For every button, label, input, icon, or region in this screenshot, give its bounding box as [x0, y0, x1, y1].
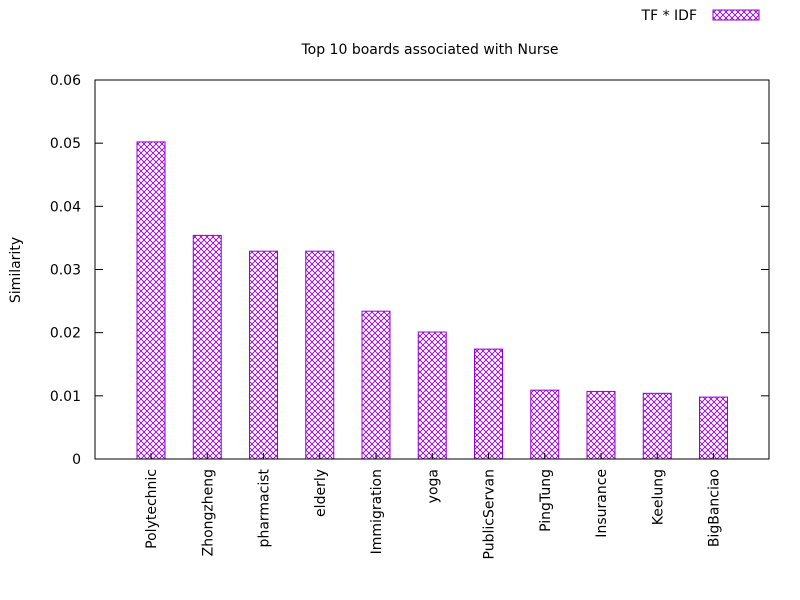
- y-tick-label: 0.06: [50, 73, 81, 89]
- x-tick-label: PingTung: [538, 469, 554, 532]
- x-tick-label: Zhongzheng: [200, 469, 216, 556]
- y-axis-label: Similarity: [8, 237, 24, 303]
- bar-pingtung: [530, 389, 560, 460]
- y-tick-label: 0.05: [50, 136, 81, 152]
- legend: TF * IDF: [641, 8, 760, 24]
- bar-polytechnic: [136, 141, 166, 460]
- x-axis-labels: Polytechnic Zhongzheng pharmacist elderly Im…: [144, 453, 723, 559]
- plot-frame: [94, 79, 770, 460]
- x-tick-label: Keelung: [650, 469, 666, 525]
- bar-keelung: [642, 392, 672, 460]
- y-tick-label: 0.02: [50, 326, 81, 342]
- bars: [136, 141, 728, 460]
- bar-elderly: [305, 250, 335, 460]
- bar-immigration: [361, 310, 391, 460]
- x-tick-label: Immigration: [369, 469, 385, 554]
- chart-title: Top 10 boards associated with Nurse: [300, 42, 558, 58]
- bar-zhongzheng: [192, 234, 222, 460]
- bar-bigbanciao: [699, 396, 728, 460]
- x-tick-label: elderly: [313, 469, 329, 517]
- y-tick-label: 0.01: [50, 389, 81, 405]
- bar-yoga: [417, 331, 447, 460]
- x-tick-label: Insurance: [594, 469, 610, 538]
- x-tick-label: Polytechnic: [144, 469, 160, 549]
- y-tick-label: 0: [72, 452, 81, 468]
- bar-insurance: [586, 390, 616, 460]
- bar-pharmacist: [249, 250, 278, 460]
- bar-publicservan: [474, 348, 503, 460]
- x-tick-label: BigBanciao: [707, 469, 723, 547]
- legend-label: TF * IDF: [641, 8, 697, 24]
- y-tick-label: 0.03: [50, 263, 81, 279]
- legend-swatch: [712, 9, 760, 21]
- y-axis-ticks: 0 0.01 0.02 0.03 0.04 0.05 0.06: [50, 73, 769, 468]
- x-tick-label: yoga: [425, 469, 441, 503]
- x-tick-label: PublicServan: [482, 469, 498, 559]
- x-tick-label: pharmacist: [257, 468, 273, 547]
- y-tick-label: 0.04: [50, 199, 81, 215]
